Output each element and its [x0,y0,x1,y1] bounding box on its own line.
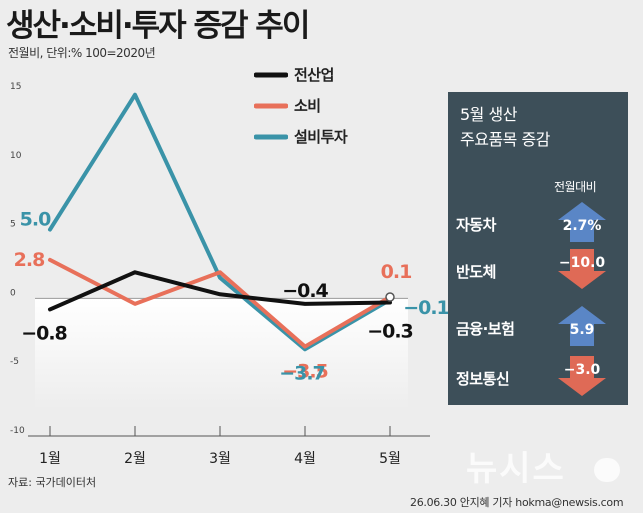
endpoint-marker [385,292,395,302]
chart-subtitle: 전월비, 단위:% 100=2020년 [8,46,156,60]
y-tick-label: 0 [10,288,16,298]
panel-item: 정보통신 −3.0 [448,354,628,400]
logo-text: 뉴시스 [466,449,566,489]
panel-item: 반도체 −10.0 [448,247,628,293]
x-tick-label: 2월 [124,451,146,467]
panel-item-value: −3.0 [563,362,601,378]
legend-label: 소비 [294,97,321,115]
data-label: −0.8 [21,322,67,344]
x-tick-label: 3월 [209,451,231,467]
data-label: −3.7 [279,362,325,384]
y-tick-label: -5 [10,357,19,367]
source-note: 자료: 국가데이터처 [8,476,97,489]
panel-item-label: 반도체 [456,263,496,281]
panel-item-label: 금융·보험 [456,320,515,338]
legend-label: 설비투자 [294,128,348,146]
series-line-전산업 [48,270,392,312]
y-tick-label: 15 [10,82,21,92]
panel-item-value: −10.0 [558,255,606,271]
panel-item-value: 5.9 [569,322,595,338]
legend-label: 전산업 [294,66,334,84]
panel-item-label: 정보통신 [456,370,510,388]
series-line-소비 [48,257,392,349]
data-label: −0.4 [282,280,328,302]
data-label: 2.8 [14,249,45,271]
credit-line: 26.06.30 안지혜 기자 hokma@newsis.com [410,496,624,509]
legend-item-설비투자: 설비투자 [254,126,384,146]
panel-title: 5월 생산 주요품목 증감 [460,102,550,152]
data-label: 5.0 [20,209,51,231]
newsis-logo: 뉴시스 [466,449,620,489]
panel-subheader: 전월대비 [554,180,597,194]
y-tick-label: 10 [10,151,22,161]
panel-title-line1: 5월 생산 [460,105,517,124]
legend-item-전산업: 전산업 [254,64,384,84]
down-arrow-icon [558,356,606,396]
up-arrow-icon [558,202,606,242]
x-tick-label: 5월 [379,451,401,467]
page-title: 생산·소비·투자 증감 추이 [6,8,310,44]
x-tick-label: 1월 [39,451,61,467]
panel-title-line2: 주요품목 증감 [460,130,550,149]
logo-mark [594,458,620,482]
up-arrow-icon [558,306,606,346]
y-tick-label: -10 [10,426,25,436]
data-label: −3.5 [282,361,328,383]
panel-item: 금융·보험 5.9 [448,304,628,350]
item-change-panel: 5월 생산 주요품목 증감 전월대비 자동차 2.7% 반도체 −10.0 금융·보험 5… [448,92,628,405]
legend-item-소비: 소비 [254,95,384,115]
x-tick-label: 4월 [294,451,316,467]
down-arrow-icon [558,249,606,289]
data-label: −0.3 [367,321,413,343]
negative-area-band [35,298,408,410]
data-label: −0.1 [403,297,449,319]
panel-item-label: 자동차 [456,216,496,234]
data-label: 0.1 [381,261,412,283]
y-tick-label: 5 [10,220,16,230]
series-line-설비투자 [48,92,392,352]
panel-item: 자동차 2.7% [448,200,628,246]
panel-item-value: 2.7% [562,218,602,234]
